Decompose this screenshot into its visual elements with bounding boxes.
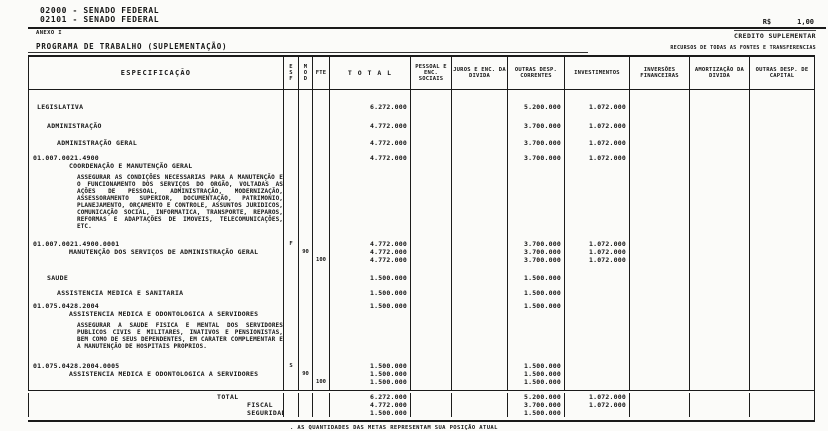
total-amount-stack: 4.772.000 4.772.000 4.772.000 <box>329 238 410 267</box>
header-row-3: PROGRAMA DE TRABALHO (SUPLEMENTAÇÃO) REC… <box>36 42 816 51</box>
column-header-fte: FTE <box>312 57 329 89</box>
outras-correntes-amount: 1.500.000 <box>507 284 564 299</box>
column-header-especificacao: ESPECIFICAÇÃO <box>28 57 283 89</box>
table-row-description: ASSEGURAR AS CONDIÇÕES NECESSARIAS PARA … <box>28 170 815 238</box>
footnote: . AS QUANTIDADES DAS METAS REPRESENTAM S… <box>290 425 498 431</box>
table-row-legislativa: LEGISLATIVA 6.272.000 5.200.000 1.072.00… <box>28 90 815 116</box>
totals-total-stack: 6.272.000 4.772.000 1.500.000 <box>329 393 410 417</box>
outras-correntes-amount: 3.700.000 <box>507 116 564 133</box>
outras-correntes-amount: 1.500.000 <box>507 299 564 318</box>
work-program-table: ESPECIFICAÇÃO E S F M O D FTE T O T A L … <box>28 55 815 422</box>
totals-investimentos-stack: 1.072.000 1.072.000 <box>564 393 629 417</box>
total-amount: 4.772.000 <box>329 149 410 170</box>
column-header-investimentos: INVESTIMENTOS <box>564 57 629 89</box>
action-description: ASSEGURAR AS CONDIÇÕES NECESSARIAS PARA … <box>77 174 283 230</box>
table-row-action-4900: 01.007.0021.4900 COORDENAÇÃO E MANUTENÇÃ… <box>28 149 815 170</box>
table-row-description: ASSEGURAR A SAUDE FISICA E MENTAL DOS SE… <box>28 318 815 360</box>
page-title: PROGRAMA DE TRABALHO (SUPLEMENTAÇÃO) <box>36 42 228 51</box>
spec-label: ADMINISTRAÇÃO GERAL <box>28 133 283 149</box>
column-header-mod: M O D <box>298 57 312 89</box>
table-row-subaction-0001: 01.007.0021.4900.0001 MANUTENÇÃO DOS SER… <box>28 238 815 267</box>
currency-value: 1,00 <box>797 18 814 26</box>
subaction-code: 01.075.0428.2004.0005 <box>33 362 120 370</box>
mod-cell: 90 <box>298 238 312 267</box>
column-header-esf: E S F <box>283 57 298 89</box>
currency-symbol: R$ <box>762 18 772 26</box>
table-row-assistencia-sanitaria: ASSISTENCIA MEDICA E SANITARIA 1.500.000… <box>28 284 815 299</box>
column-header-total: T O T A L <box>329 57 410 89</box>
outras-correntes-amount: 5.200.000 <box>507 90 564 116</box>
fte-cell: 100 <box>312 360 329 390</box>
column-header-pessoal: PESSOAL E ENC. SOCIAIS <box>410 57 451 89</box>
spec-label: ADMINISTRAÇÃO <box>28 116 283 133</box>
investimentos-amount: 1.072.000 <box>564 116 629 133</box>
total-amount: 4.772.000 <box>329 133 410 149</box>
investimentos-amount: 1.072.000 <box>564 90 629 116</box>
outras-correntes-amount: 1.500.000 <box>507 267 564 284</box>
esf-cell: F <box>283 238 298 267</box>
outras-correntes-stack: 3.700.000 3.700.000 3.700.000 <box>507 238 564 267</box>
currency-unit: R$ 1,00 <box>763 18 814 26</box>
column-header-amortizacao: AMORTIZAÇÃO DA DIVIDA <box>689 57 749 89</box>
outras-correntes-stack: 1.500.000 1.500.000 1.500.000 <box>507 360 564 390</box>
top-rule <box>28 27 826 29</box>
total-amount: 1.500.000 <box>329 284 410 299</box>
outras-correntes-amount: 3.700.000 <box>507 133 564 149</box>
mod-cell: 90 <box>298 360 312 390</box>
action-code: 01.007.0021.4900 <box>33 154 99 162</box>
totals-fiscal-label: FISCAL <box>247 401 273 409</box>
totals-outras-correntes-stack: 5.200.000 3.700.000 1.500.000 <box>507 393 564 417</box>
total-amount: 1.500.000 <box>329 267 410 284</box>
table-header-row: ESPECIFICAÇÃO E S F M O D FTE T O T A L … <box>28 55 815 90</box>
resources-note: RECURSOS DE TODAS AS FONTES E TRANSFEREN… <box>670 45 816 51</box>
subaction-code: 01.007.0021.4900.0001 <box>33 240 120 248</box>
total-amount: 4.772.000 <box>329 116 410 133</box>
action-title: COORDENAÇÃO E MANUTENÇÃO GERAL <box>69 162 193 170</box>
table-row-subaction-0005: 01.075.0428.2004.0005 ASSISTENCIA MEDICA… <box>28 360 815 390</box>
column-header-outras-correntes: OUTRAS DESP. CORRENTES <box>507 57 564 89</box>
investimentos-amount: 1.072.000 <box>564 149 629 170</box>
outras-correntes-amount: 3.700.000 <box>507 149 564 170</box>
credit-type-label: CREDITO SUPLEMENTAR <box>734 30 816 40</box>
org-code-line-1: 02000 - SENADO FEDERAL <box>40 6 160 15</box>
column-header-inversoes: INVERSÕES FINANCEIRAS <box>629 57 689 89</box>
total-amount: 6.272.000 <box>329 90 410 116</box>
org-code-line-2: 02101 - SENADO FEDERAL <box>40 15 160 24</box>
esf-cell: S <box>283 360 298 390</box>
table-row-action-2004: 01.075.0428.2004 ASSISTENCIA MEDICA E OD… <box>28 299 815 318</box>
totals-seguridade-label: SEGURIDADE <box>247 409 283 417</box>
investimentos-stack: 1.072.000 1.072.000 1.072.000 <box>564 238 629 267</box>
subaction-title: MANUTENÇÃO DOS SERVIÇOS DE ADMINISTRAÇÃO… <box>69 248 259 256</box>
action-code: 01.075.0428.2004 <box>33 302 99 310</box>
action-title: ASSISTENCIA MEDICA E ODONTOLOGICA A SERV… <box>69 310 259 318</box>
spec-label: LEGISLATIVA <box>28 90 283 116</box>
title-underline <box>28 52 588 53</box>
column-header-juros: JUROS E ENC. DA DIVIDA <box>451 57 507 89</box>
spec-label: ASSISTENCIA MEDICA E SANITARIA <box>28 284 283 299</box>
totals-label: TOTAL <box>217 393 239 401</box>
column-header-outras-capital: OUTRAS DESP. DE CAPITAL <box>749 57 814 89</box>
total-amount: 1.500.000 <box>329 299 410 318</box>
table-row-administracao: ADMINISTRAÇÃO 4.772.000 3.700.000 1.072.… <box>28 116 815 133</box>
fte-cell: 100 <box>312 238 329 267</box>
investimentos-amount: 1.072.000 <box>564 133 629 149</box>
action-description: ASSEGURAR A SAUDE FISICA E MENTAL DOS SE… <box>77 322 283 350</box>
table-row-administracao-geral: ADMINISTRAÇÃO GERAL 4.772.000 3.700.000 … <box>28 133 815 149</box>
document-header: 02000 - SENADO FEDERAL 02101 - SENADO FE… <box>0 0 828 26</box>
anexo-label: ANEXO I <box>36 30 62 36</box>
table-totals-row: TOTAL FISCAL SEGURIDADE 6.272.000 4.772.… <box>28 390 815 422</box>
spec-label: SAUDE <box>28 267 283 284</box>
total-amount-stack: 1.500.000 1.500.000 1.500.000 <box>329 360 410 390</box>
header-row-2: ANEXO I CREDITO SUPLEMENTAR <box>36 30 816 40</box>
table-row-saude: SAUDE 1.500.000 1.500.000 <box>28 267 815 284</box>
subaction-title: ASSISTENCIA MEDICA E ODONTOLOGICA A SERV… <box>69 370 259 378</box>
